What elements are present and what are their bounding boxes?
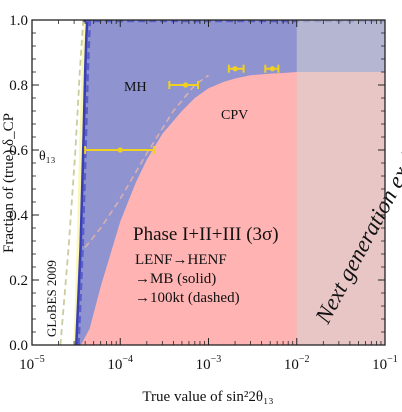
y-tick-label: 0.8	[9, 78, 28, 94]
next-generation-excluded-region	[296, 20, 385, 345]
annotation-theta13: θ₁₃	[39, 149, 56, 164]
y-tick-label: 0.2	[9, 273, 28, 289]
annotation-100kt-dashed: →100kt (dashed)	[135, 290, 240, 306]
error-bar-point	[182, 82, 189, 88]
cpv-dashed-line	[84, 74, 209, 248]
mh-boundary-line	[75, 20, 89, 345]
y-tick-label: 0.6	[9, 143, 28, 159]
error-bar-2	[168, 81, 199, 89]
annotation-mb-solid: →MB (solid)	[135, 271, 216, 287]
error-bar-4	[264, 64, 280, 73]
y-axis-label: Fraction of (true) δ_CP	[1, 113, 17, 253]
globes-2009-dashed-line	[59, 20, 85, 345]
y-tick-label: 1.0	[9, 13, 28, 29]
x-tick-label: 10−1	[372, 354, 398, 373]
x-tick-label: 10−4	[107, 354, 133, 373]
error-bar-point	[269, 66, 276, 72]
x-tick-label: 10−5	[19, 354, 45, 373]
mh-dashed-line	[77, 20, 92, 345]
y-tick-label: 0.0	[9, 338, 28, 354]
annotation-cpv: CPV	[221, 108, 248, 123]
x-tick-label: 10−3	[196, 354, 222, 373]
x-axis-label: True value of sin²2θ₁₃	[142, 389, 273, 405]
error-bar-point	[117, 147, 123, 153]
x-tick-label: 10−2	[284, 354, 310, 373]
annotation-lenf-henf: LENF→HENF	[135, 252, 227, 268]
error-bar-1	[84, 146, 155, 154]
annotation-mh: MH	[124, 80, 147, 95]
annotation-globes-2009: GLoBES 2009	[44, 260, 59, 337]
error-bar-point	[232, 66, 238, 72]
plot-area	[32, 20, 385, 345]
axis-ticks: 10−5 10−4 10−3 10−2 10−1 0.0 0.2 0.4 0.6 0.8 1.0	[9, 13, 398, 373]
annotation-phase-label: Phase I+II+III (3σ)	[133, 224, 279, 245]
y-tick-label: 0.4	[9, 208, 28, 224]
error-bar-3	[227, 64, 245, 73]
